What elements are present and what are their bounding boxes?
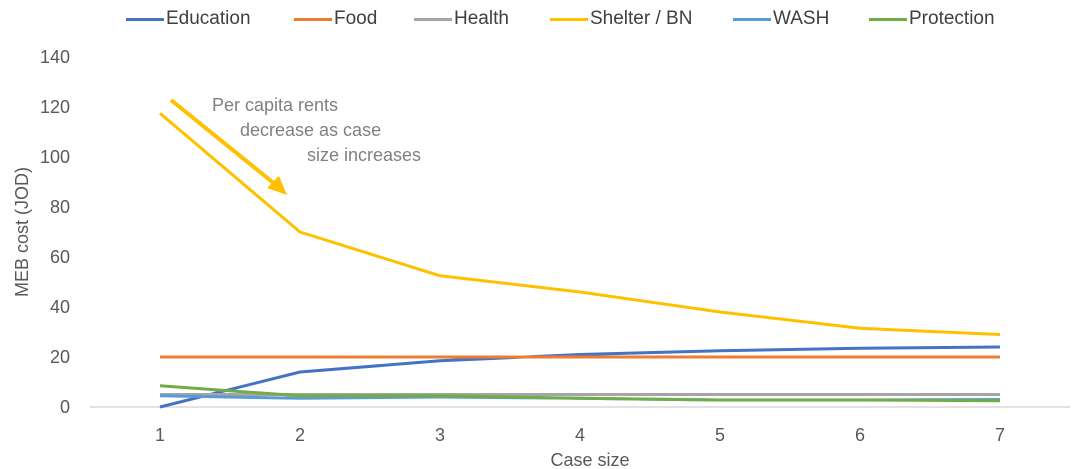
y-tick-label: 40 bbox=[50, 297, 70, 317]
annotation-arrow-shaft bbox=[169, 98, 278, 187]
y-tick-label: 20 bbox=[50, 347, 70, 367]
chart-legend: Education Food Health Shelter / BN WASH … bbox=[0, 8, 1082, 34]
annotation-arrow-head bbox=[267, 176, 287, 195]
x-axis-ticks: 1 2 3 4 5 6 7 bbox=[155, 425, 1005, 445]
y-tick-label: 0 bbox=[60, 397, 70, 417]
legend-swatch-health bbox=[414, 17, 452, 21]
x-axis-title: Case size bbox=[550, 450, 629, 469]
series-lines bbox=[159, 112, 1001, 409]
legend-label-wash: WASH bbox=[773, 8, 830, 29]
legend-label-health: Health bbox=[454, 8, 509, 29]
y-axis-ticks: 0 20 40 60 80 100 120 140 bbox=[40, 47, 70, 417]
series-line-shelter-bn bbox=[159, 112, 1001, 336]
legend-swatch-food bbox=[294, 17, 332, 21]
legend-item-health: Health bbox=[414, 8, 509, 30]
legend-swatch-wash bbox=[733, 17, 771, 21]
x-tick-label: 1 bbox=[155, 425, 165, 445]
legend-label-shelter: Shelter / BN bbox=[590, 8, 693, 29]
legend-swatch-protection bbox=[869, 17, 907, 21]
legend-item-education: Education bbox=[126, 8, 251, 30]
series-line-protection bbox=[159, 384, 1001, 403]
annotation-line-1: Per capita rents bbox=[212, 95, 338, 115]
legend-label-food: Food bbox=[334, 8, 378, 29]
y-tick-label: 120 bbox=[40, 97, 70, 117]
legend-item-shelter: Shelter / BN bbox=[550, 8, 692, 30]
x-tick-label: 5 bbox=[715, 425, 725, 445]
legend-swatch-shelter bbox=[550, 17, 588, 21]
legend-item-food: Food bbox=[294, 8, 377, 30]
y-tick-label: 80 bbox=[50, 197, 70, 217]
annotation: Per capita rents decrease as case size i… bbox=[169, 95, 421, 195]
y-tick-label: 140 bbox=[40, 47, 70, 67]
legend-label-protection: Protection bbox=[909, 8, 995, 29]
legend-item-wash: WASH bbox=[733, 8, 829, 30]
x-tick-label: 4 bbox=[575, 425, 585, 445]
y-tick-label: 60 bbox=[50, 247, 70, 267]
series-line-education bbox=[159, 345, 1001, 409]
x-tick-label: 2 bbox=[295, 425, 305, 445]
x-tick-label: 3 bbox=[435, 425, 445, 445]
legend-label-education: Education bbox=[166, 8, 251, 29]
y-tick-label: 100 bbox=[40, 147, 70, 167]
legend-item-protection: Protection bbox=[869, 8, 995, 30]
x-tick-label: 6 bbox=[855, 425, 865, 445]
x-tick-label: 7 bbox=[995, 425, 1005, 445]
y-axis-title: MEB cost (JOD) bbox=[12, 167, 32, 297]
annotation-line-3: size increases bbox=[307, 145, 421, 165]
legend-swatch-education bbox=[126, 17, 164, 21]
annotation-line-2: decrease as case bbox=[240, 120, 381, 140]
